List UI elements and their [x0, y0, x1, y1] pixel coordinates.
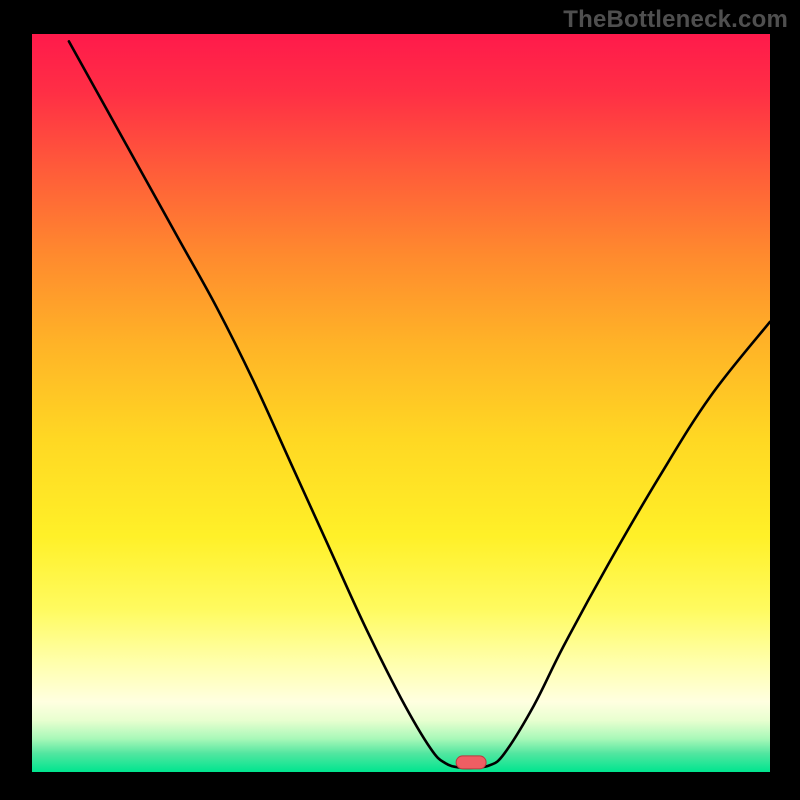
chart-svg — [32, 34, 770, 772]
watermark-text: TheBottleneck.com — [563, 6, 788, 34]
plot-area — [32, 34, 770, 772]
figure-root: TheBottleneck.com — [0, 0, 800, 800]
optimum-marker — [456, 756, 486, 769]
gradient-background — [32, 34, 770, 772]
